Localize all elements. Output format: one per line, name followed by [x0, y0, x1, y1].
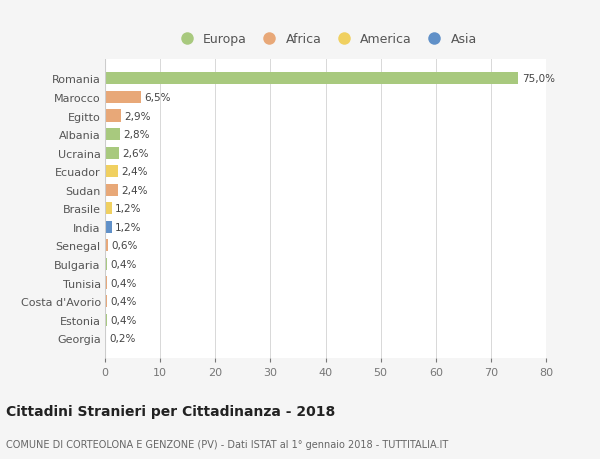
Bar — [105, 258, 107, 270]
Text: 0,2%: 0,2% — [109, 333, 136, 343]
Text: 1,2%: 1,2% — [115, 222, 142, 232]
Bar — [105, 92, 141, 104]
Text: Cittadini Stranieri per Cittadinanza - 2018: Cittadini Stranieri per Cittadinanza - 2… — [6, 404, 335, 419]
Bar — [105, 129, 121, 141]
Bar — [105, 185, 118, 196]
Bar — [105, 314, 107, 326]
Text: 1,2%: 1,2% — [115, 204, 142, 214]
Bar — [105, 277, 107, 289]
Text: 75,0%: 75,0% — [522, 74, 555, 84]
Text: 2,9%: 2,9% — [124, 111, 151, 121]
Bar — [105, 221, 112, 233]
Text: 0,4%: 0,4% — [110, 259, 137, 269]
Bar — [105, 110, 121, 122]
Bar — [105, 203, 112, 215]
Text: 6,5%: 6,5% — [144, 93, 170, 103]
Text: 0,4%: 0,4% — [110, 278, 137, 288]
Text: 2,8%: 2,8% — [124, 130, 150, 140]
Bar — [105, 147, 119, 159]
Text: 2,4%: 2,4% — [122, 167, 148, 177]
Text: COMUNE DI CORTEOLONA E GENZONE (PV) - Dati ISTAT al 1° gennaio 2018 - TUTTITALIA: COMUNE DI CORTEOLONA E GENZONE (PV) - Da… — [6, 440, 448, 449]
Bar — [105, 332, 106, 344]
Bar — [105, 166, 118, 178]
Text: 0,4%: 0,4% — [110, 315, 137, 325]
Text: 0,6%: 0,6% — [112, 241, 138, 251]
Text: 2,6%: 2,6% — [122, 148, 149, 158]
Legend: Europa, Africa, America, Asia: Europa, Africa, America, Asia — [174, 33, 477, 46]
Bar — [105, 73, 518, 85]
Bar — [105, 296, 107, 308]
Bar — [105, 240, 109, 252]
Text: 0,4%: 0,4% — [110, 297, 137, 307]
Text: 2,4%: 2,4% — [122, 185, 148, 196]
